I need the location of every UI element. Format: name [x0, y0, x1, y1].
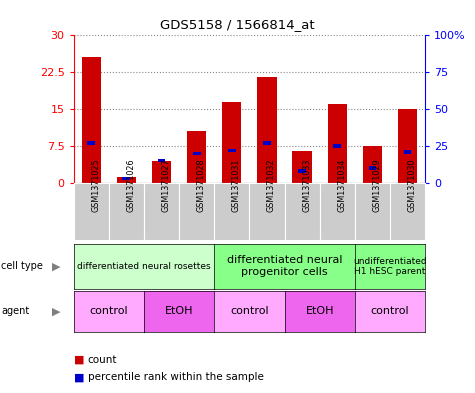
Bar: [82, 57, 101, 183]
Text: EtOH: EtOH: [165, 307, 193, 316]
Bar: [222, 102, 241, 183]
Text: GSM1371025: GSM1371025: [91, 159, 100, 212]
Bar: [369, 166, 376, 170]
Bar: [158, 159, 165, 162]
Bar: [328, 104, 347, 183]
Text: ■: ■: [74, 354, 84, 365]
Text: control: control: [370, 307, 409, 316]
Bar: [363, 146, 382, 183]
Text: differentiated neural
progenitor cells: differentiated neural progenitor cells: [227, 255, 342, 277]
Text: GSM1371030: GSM1371030: [408, 159, 417, 212]
Bar: [117, 177, 136, 183]
Text: control: control: [230, 307, 269, 316]
Bar: [228, 149, 236, 152]
Text: differentiated neural rosettes: differentiated neural rosettes: [77, 262, 211, 271]
Bar: [298, 169, 306, 173]
Bar: [398, 109, 417, 183]
Text: GSM1371028: GSM1371028: [197, 159, 206, 212]
Bar: [193, 152, 200, 155]
Bar: [404, 150, 411, 154]
Text: ■: ■: [74, 372, 84, 382]
Bar: [293, 151, 312, 183]
Bar: [263, 141, 271, 145]
Text: GDS5158 / 1566814_at: GDS5158 / 1566814_at: [160, 18, 315, 31]
Text: GSM1371029: GSM1371029: [372, 159, 381, 212]
Bar: [152, 161, 171, 183]
Text: ▶: ▶: [52, 307, 60, 316]
Text: GSM1371026: GSM1371026: [126, 159, 135, 212]
Text: agent: agent: [1, 307, 29, 316]
Text: GSM1371032: GSM1371032: [267, 159, 276, 212]
Text: GSM1371027: GSM1371027: [162, 159, 171, 212]
Bar: [187, 131, 206, 183]
Text: GSM1371031: GSM1371031: [232, 159, 241, 212]
Bar: [87, 141, 95, 145]
Text: GSM1371033: GSM1371033: [302, 159, 311, 212]
Text: ▶: ▶: [52, 261, 60, 271]
Text: cell type: cell type: [1, 261, 43, 271]
Text: GSM1371034: GSM1371034: [337, 159, 346, 212]
Bar: [257, 77, 276, 183]
Text: undifferentiated
H1 hESC parent: undifferentiated H1 hESC parent: [353, 257, 427, 276]
Text: EtOH: EtOH: [305, 307, 334, 316]
Bar: [333, 144, 341, 148]
Bar: [123, 176, 130, 180]
Text: count: count: [88, 354, 117, 365]
Text: control: control: [89, 307, 128, 316]
Text: percentile rank within the sample: percentile rank within the sample: [88, 372, 264, 382]
